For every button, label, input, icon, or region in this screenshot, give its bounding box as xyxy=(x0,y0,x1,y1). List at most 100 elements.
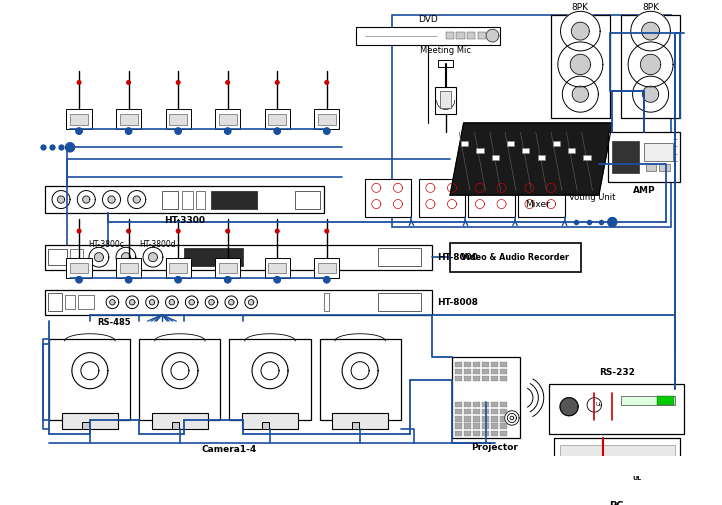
Polygon shape xyxy=(77,190,95,209)
Polygon shape xyxy=(275,81,279,84)
Polygon shape xyxy=(143,247,163,267)
Polygon shape xyxy=(121,252,131,262)
Polygon shape xyxy=(149,299,155,305)
Polygon shape xyxy=(77,229,81,233)
Polygon shape xyxy=(643,86,658,103)
FancyBboxPatch shape xyxy=(70,114,88,125)
Polygon shape xyxy=(81,362,99,380)
FancyBboxPatch shape xyxy=(491,369,498,374)
Polygon shape xyxy=(275,229,279,233)
FancyBboxPatch shape xyxy=(378,293,422,311)
Polygon shape xyxy=(608,218,617,227)
Polygon shape xyxy=(475,199,484,209)
Polygon shape xyxy=(175,277,181,283)
Polygon shape xyxy=(95,252,103,262)
Text: HT-8000: HT-8000 xyxy=(437,252,477,262)
FancyBboxPatch shape xyxy=(445,32,453,39)
FancyBboxPatch shape xyxy=(262,422,269,429)
FancyBboxPatch shape xyxy=(116,258,142,278)
FancyBboxPatch shape xyxy=(500,409,507,415)
FancyBboxPatch shape xyxy=(500,369,507,374)
Polygon shape xyxy=(108,196,115,203)
FancyBboxPatch shape xyxy=(500,431,507,436)
Text: 8PK: 8PK xyxy=(642,3,659,12)
FancyBboxPatch shape xyxy=(265,258,290,278)
FancyBboxPatch shape xyxy=(467,32,475,39)
FancyBboxPatch shape xyxy=(165,110,191,129)
FancyBboxPatch shape xyxy=(491,402,498,407)
FancyBboxPatch shape xyxy=(48,293,62,311)
FancyBboxPatch shape xyxy=(554,438,680,505)
FancyBboxPatch shape xyxy=(219,114,237,125)
FancyBboxPatch shape xyxy=(65,295,76,310)
Polygon shape xyxy=(176,81,180,84)
Text: Voting Unit: Voting Unit xyxy=(569,193,615,202)
FancyBboxPatch shape xyxy=(482,369,489,374)
Polygon shape xyxy=(110,299,115,305)
FancyBboxPatch shape xyxy=(468,179,515,217)
Polygon shape xyxy=(628,42,673,87)
FancyBboxPatch shape xyxy=(314,258,339,278)
FancyBboxPatch shape xyxy=(622,396,675,405)
Text: UL: UL xyxy=(596,402,602,408)
Polygon shape xyxy=(448,183,456,192)
Polygon shape xyxy=(146,296,158,309)
Polygon shape xyxy=(76,277,82,283)
Polygon shape xyxy=(451,123,612,195)
FancyBboxPatch shape xyxy=(219,263,237,273)
Polygon shape xyxy=(149,252,157,262)
Polygon shape xyxy=(351,362,369,380)
FancyBboxPatch shape xyxy=(473,423,480,429)
FancyBboxPatch shape xyxy=(45,244,432,270)
FancyBboxPatch shape xyxy=(553,141,560,145)
FancyBboxPatch shape xyxy=(378,248,422,266)
Text: Camera1-4: Camera1-4 xyxy=(202,444,257,453)
Polygon shape xyxy=(77,81,81,84)
Polygon shape xyxy=(209,299,214,305)
FancyBboxPatch shape xyxy=(331,413,388,429)
Polygon shape xyxy=(342,352,378,389)
Polygon shape xyxy=(448,199,456,209)
FancyBboxPatch shape xyxy=(419,179,466,217)
Polygon shape xyxy=(640,55,661,75)
Polygon shape xyxy=(106,296,118,309)
FancyBboxPatch shape xyxy=(464,423,471,429)
Polygon shape xyxy=(587,398,601,412)
Polygon shape xyxy=(615,499,620,503)
Polygon shape xyxy=(426,183,435,192)
Polygon shape xyxy=(225,128,231,134)
FancyBboxPatch shape xyxy=(320,339,401,420)
FancyBboxPatch shape xyxy=(165,258,191,278)
FancyBboxPatch shape xyxy=(455,376,462,381)
FancyBboxPatch shape xyxy=(152,413,209,429)
FancyBboxPatch shape xyxy=(66,110,92,129)
FancyBboxPatch shape xyxy=(482,423,489,429)
FancyBboxPatch shape xyxy=(500,362,507,367)
Text: AMP: AMP xyxy=(632,186,655,195)
Polygon shape xyxy=(558,42,603,87)
FancyBboxPatch shape xyxy=(518,179,565,217)
Polygon shape xyxy=(226,229,230,233)
Polygon shape xyxy=(560,11,600,51)
FancyBboxPatch shape xyxy=(45,290,432,315)
FancyBboxPatch shape xyxy=(482,409,489,415)
FancyBboxPatch shape xyxy=(215,258,240,278)
Polygon shape xyxy=(252,352,288,389)
Polygon shape xyxy=(189,299,194,305)
Polygon shape xyxy=(76,128,82,134)
Text: Meeting Mic: Meeting Mic xyxy=(420,46,471,56)
Polygon shape xyxy=(165,296,178,309)
Polygon shape xyxy=(186,296,198,309)
Polygon shape xyxy=(393,199,402,209)
FancyBboxPatch shape xyxy=(70,249,83,265)
FancyBboxPatch shape xyxy=(477,148,484,153)
FancyBboxPatch shape xyxy=(182,190,193,209)
FancyBboxPatch shape xyxy=(500,423,507,429)
FancyBboxPatch shape xyxy=(49,339,131,420)
FancyBboxPatch shape xyxy=(456,32,464,39)
Text: Projector: Projector xyxy=(471,443,518,452)
FancyBboxPatch shape xyxy=(452,357,521,438)
FancyBboxPatch shape xyxy=(464,369,471,374)
FancyBboxPatch shape xyxy=(438,60,453,67)
FancyBboxPatch shape xyxy=(455,423,462,429)
